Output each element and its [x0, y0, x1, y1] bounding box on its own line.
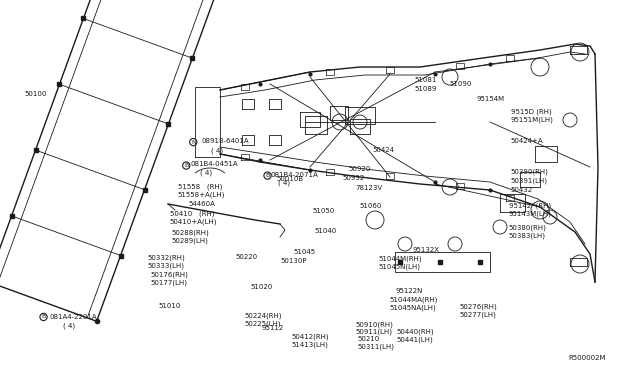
Text: 51010: 51010 — [159, 303, 181, 309]
Text: 50424+A: 50424+A — [511, 138, 543, 144]
Text: 50100: 50100 — [24, 91, 47, 97]
Text: 51060: 51060 — [360, 203, 382, 209]
Text: 081B4-2071A: 081B4-2071A — [270, 172, 318, 178]
Text: 50910(RH): 50910(RH) — [355, 321, 393, 328]
Text: 50432: 50432 — [511, 187, 533, 193]
Text: 78123V: 78123V — [355, 185, 382, 191]
Text: 50276(RH): 50276(RH) — [460, 304, 497, 310]
Text: 50424: 50424 — [372, 147, 394, 153]
Text: 50410   (RH): 50410 (RH) — [170, 211, 214, 217]
Text: 50225(LH): 50225(LH) — [244, 320, 281, 327]
Text: 50383(LH): 50383(LH) — [509, 233, 546, 240]
Text: 51040: 51040 — [315, 228, 337, 234]
Text: B: B — [42, 314, 45, 320]
Text: ( 4): ( 4) — [211, 147, 223, 154]
Text: 50412(RH): 50412(RH) — [291, 333, 329, 340]
Text: 50311(LH): 50311(LH) — [357, 343, 394, 350]
Text: 50911(LH): 50911(LH) — [355, 328, 392, 335]
Text: 51045: 51045 — [293, 249, 316, 255]
Text: 95122N: 95122N — [396, 288, 423, 294]
Text: 9515D (RH): 9515D (RH) — [511, 108, 552, 115]
Text: 51045NA(LH): 51045NA(LH) — [389, 304, 436, 311]
Text: 95154M: 95154M — [477, 96, 505, 102]
Text: 50932: 50932 — [342, 175, 365, 181]
Text: 51044M(RH): 51044M(RH) — [379, 255, 422, 262]
Text: 50380(RH): 50380(RH) — [509, 224, 547, 231]
Text: 51558   (RH): 51558 (RH) — [178, 183, 222, 190]
Text: 50010B: 50010B — [276, 176, 303, 182]
Text: 50210: 50210 — [357, 336, 380, 342]
Text: B: B — [266, 173, 269, 178]
Text: 50130P: 50130P — [280, 258, 307, 264]
Text: 50220: 50220 — [236, 254, 258, 260]
Text: 50277(LH): 50277(LH) — [460, 312, 497, 318]
Text: 51050: 51050 — [312, 208, 335, 214]
Text: 95151M(LH): 95151M(LH) — [511, 116, 554, 123]
Text: 50288(RH): 50288(RH) — [172, 229, 209, 236]
Text: 081A4-2201A: 081A4-2201A — [50, 314, 97, 320]
Text: 50176(RH): 50176(RH) — [150, 271, 188, 278]
Text: 95142  (RH): 95142 (RH) — [509, 202, 551, 209]
Text: ( 4): ( 4) — [63, 322, 75, 329]
Text: 51558+A(LH): 51558+A(LH) — [178, 192, 225, 198]
Text: 51081: 51081 — [415, 77, 437, 83]
Text: 50391(LH): 50391(LH) — [511, 177, 548, 184]
Text: 50441(LH): 50441(LH) — [397, 336, 433, 343]
Text: 51044MA(RH): 51044MA(RH) — [389, 296, 438, 303]
Text: 50920: 50920 — [349, 166, 371, 172]
Text: ( 4): ( 4) — [278, 180, 291, 186]
Text: 51045N(LH): 51045N(LH) — [379, 263, 421, 270]
Text: B: B — [184, 163, 188, 168]
Text: 51089: 51089 — [415, 86, 437, 92]
Text: 95112: 95112 — [261, 325, 284, 331]
Text: 50410+A(LH): 50410+A(LH) — [170, 219, 217, 225]
Text: 08918-6401A: 08918-6401A — [202, 138, 249, 144]
Text: ( 4): ( 4) — [200, 170, 212, 176]
Text: N: N — [191, 140, 196, 145]
Text: 081B4-0451A: 081B4-0451A — [191, 161, 238, 167]
Text: R500002M: R500002M — [568, 355, 606, 361]
Text: 50440(RH): 50440(RH) — [397, 328, 435, 335]
Text: 50390(RH): 50390(RH) — [511, 169, 548, 175]
Text: 50224(RH): 50224(RH) — [244, 312, 282, 319]
Text: 51413(LH): 51413(LH) — [291, 341, 328, 348]
Text: 50289(LH): 50289(LH) — [172, 237, 209, 244]
Text: 50333(LH): 50333(LH) — [147, 262, 184, 269]
Text: 51090: 51090 — [449, 81, 472, 87]
Text: 50332(RH): 50332(RH) — [147, 254, 185, 261]
Text: 50177(LH): 50177(LH) — [150, 279, 188, 286]
Text: 95143M(LH): 95143M(LH) — [509, 211, 552, 217]
Text: 51020: 51020 — [251, 284, 273, 290]
Text: 54460A: 54460A — [189, 201, 216, 207]
Text: 95132X: 95132X — [413, 247, 440, 253]
